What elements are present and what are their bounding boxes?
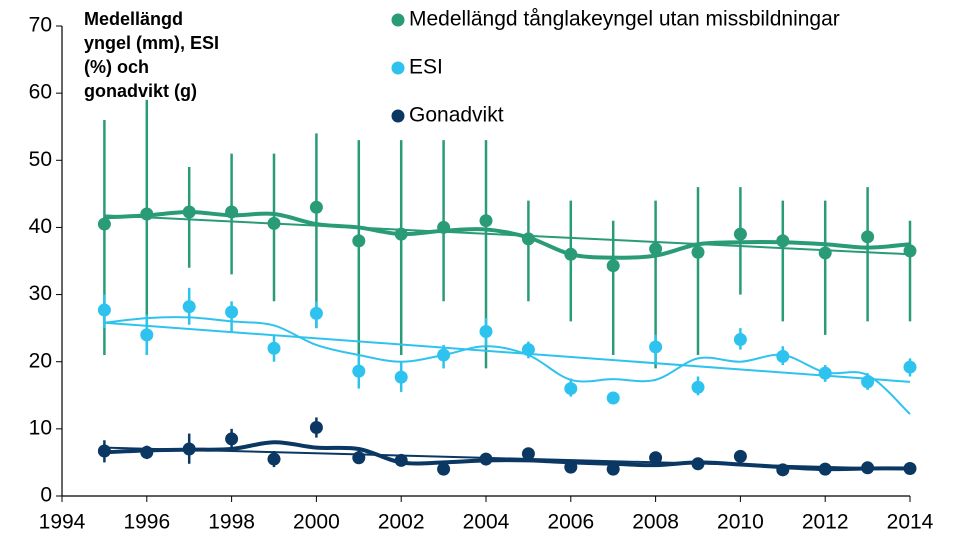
data-point	[733, 449, 747, 463]
data-point	[182, 300, 196, 314]
data-point	[649, 242, 663, 256]
x-tick-label: 1998	[208, 511, 255, 534]
data-point	[225, 205, 239, 219]
y-tick-label: 20	[29, 349, 52, 372]
data-point	[606, 391, 620, 405]
data-point	[182, 442, 196, 456]
data-point	[267, 216, 281, 230]
data-point	[564, 460, 578, 474]
data-point	[564, 382, 578, 396]
data-point	[521, 232, 535, 246]
data-point	[309, 421, 323, 435]
legend-label: Medellängd tånglakeyngel utan missbildni…	[409, 8, 840, 31]
x-tick-label: 2014	[887, 511, 934, 534]
data-point	[97, 444, 111, 458]
data-point	[691, 457, 705, 471]
data-point	[437, 462, 451, 476]
data-point	[479, 325, 493, 338]
data-point	[352, 364, 366, 378]
legend-marker	[391, 109, 405, 123]
data-point	[394, 227, 408, 241]
data-point	[691, 245, 705, 259]
y-tick-label: 50	[29, 148, 52, 171]
x-tick-label: 2012	[802, 511, 849, 534]
data-point	[437, 220, 451, 234]
data-point	[818, 366, 832, 380]
x-tick-label: 2000	[293, 511, 340, 534]
data-point	[182, 205, 196, 219]
y-tick-label: 60	[29, 81, 52, 104]
x-tick-label: 2010	[717, 511, 764, 534]
data-point	[394, 370, 408, 384]
data-point	[861, 230, 875, 244]
trend-line	[104, 321, 911, 383]
data-point	[479, 452, 493, 466]
data-point	[776, 463, 790, 477]
data-point	[691, 380, 705, 394]
y-axis-label: gonadvikt (g)	[84, 81, 197, 101]
y-tick-label: 40	[29, 215, 52, 238]
x-tick-label: 2004	[463, 511, 510, 534]
data-point	[649, 340, 663, 354]
data-point	[733, 333, 747, 347]
data-point	[352, 234, 366, 248]
data-point	[861, 375, 875, 389]
data-point	[309, 306, 323, 320]
data-point	[352, 451, 366, 465]
data-point	[521, 447, 535, 461]
data-point	[776, 234, 790, 248]
data-point	[140, 445, 154, 459]
legend-label: ESI	[409, 56, 443, 79]
x-tick-label: 2006	[547, 511, 594, 534]
x-tick-label: 2002	[378, 511, 425, 534]
x-tick-label: 1996	[123, 511, 170, 534]
data-point	[776, 349, 790, 363]
data-point	[733, 227, 747, 241]
data-point	[903, 360, 917, 374]
data-point	[267, 341, 281, 355]
data-point	[267, 452, 281, 466]
legend-marker	[391, 61, 405, 75]
data-point	[521, 343, 535, 357]
data-point	[649, 451, 663, 465]
data-point	[606, 462, 620, 476]
data-point	[97, 217, 111, 231]
data-point	[861, 461, 875, 475]
data-point	[97, 303, 111, 317]
data-point	[437, 348, 451, 362]
y-axis-label: (%) och	[84, 57, 149, 77]
y-tick-label: 70	[29, 14, 52, 37]
legend-marker	[391, 13, 405, 27]
data-point	[225, 432, 239, 446]
data-point	[606, 259, 620, 273]
y-tick-label: 0	[40, 484, 52, 507]
data-point	[818, 462, 832, 476]
x-tick-label: 2008	[632, 511, 679, 534]
data-point	[479, 214, 493, 228]
data-point	[564, 247, 578, 261]
data-point	[903, 461, 917, 475]
x-tick-label: 1994	[39, 511, 86, 534]
data-point	[394, 453, 408, 467]
data-point	[309, 200, 323, 214]
data-point	[140, 207, 154, 221]
legend-label: Gonadvikt	[409, 104, 504, 127]
data-point	[903, 244, 917, 258]
y-axis-label: yngel (mm), ESI	[84, 33, 219, 53]
data-point	[225, 305, 239, 319]
trend-line	[104, 214, 911, 256]
y-axis-label: Medellängd	[84, 9, 183, 29]
data-point	[818, 246, 832, 260]
y-tick-label: 10	[29, 416, 52, 439]
data-point	[140, 328, 154, 342]
y-tick-label: 30	[29, 282, 52, 305]
